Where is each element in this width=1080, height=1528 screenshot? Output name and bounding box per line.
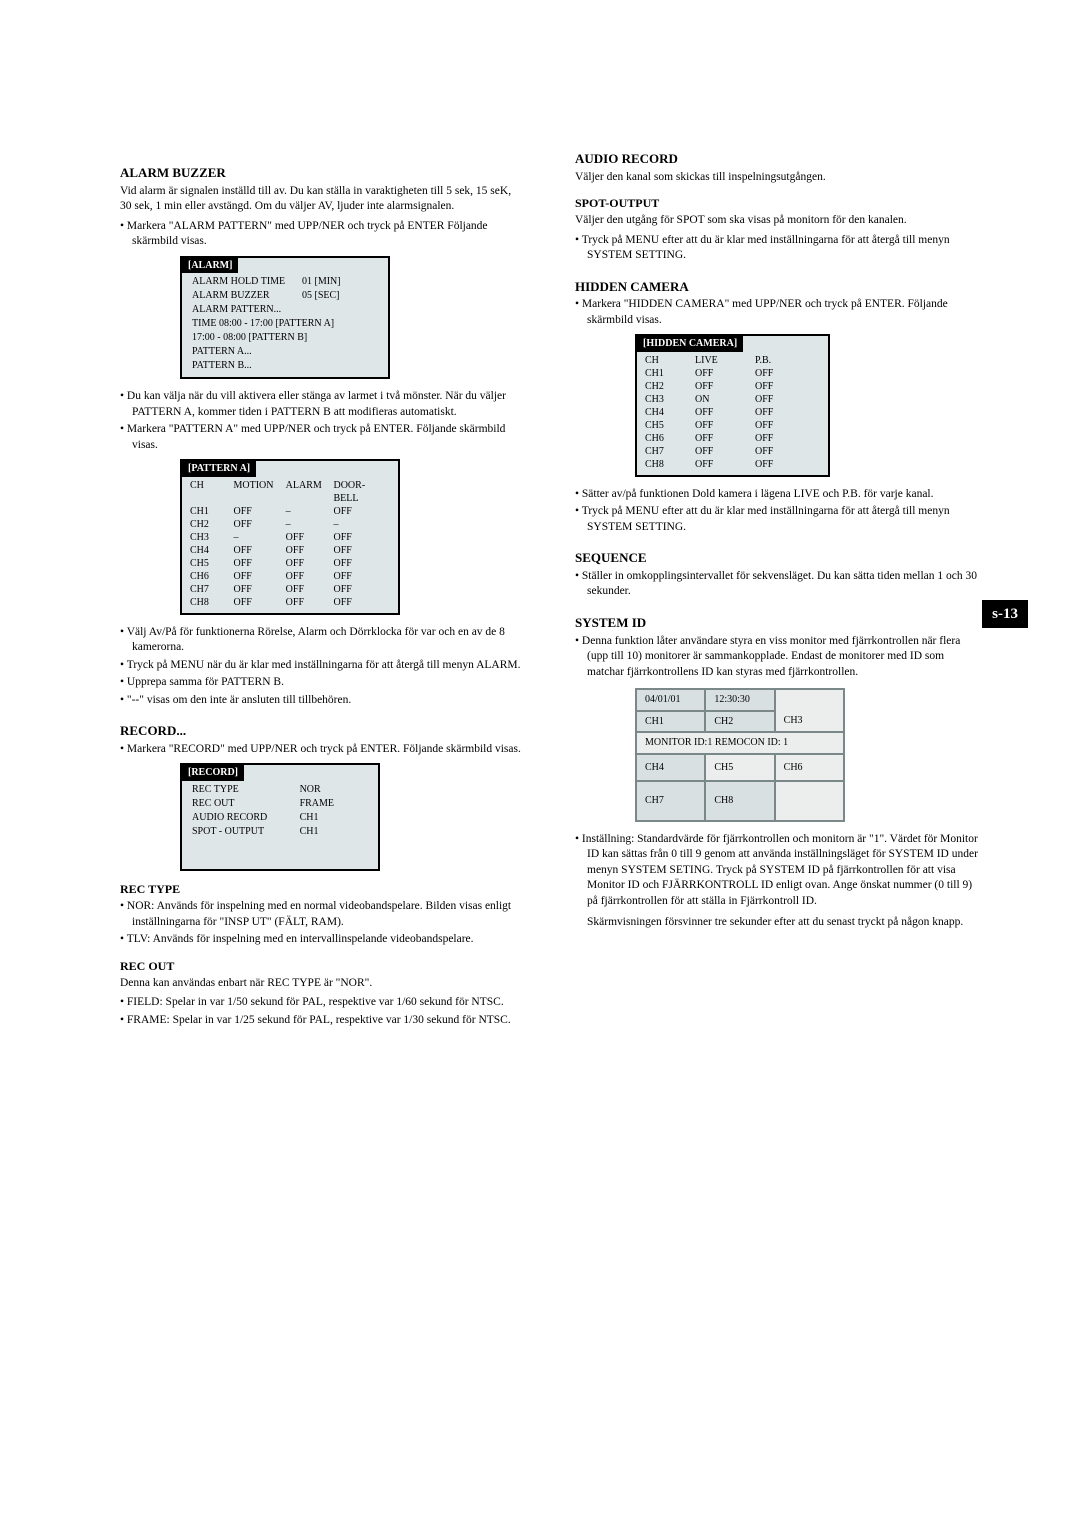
- text: Skärmvisningen försvinner tre sekunder e…: [575, 915, 980, 931]
- alarm-box: [ALARM] ALARM HOLD TIME01 [MIN] ALARM BU…: [180, 256, 390, 380]
- text: Vid alarm är signalen inställd till av. …: [120, 184, 525, 215]
- heading-alarm-buzzer: ALARM BUZZER: [120, 164, 525, 182]
- text: Väljer den kanal som skickas till inspel…: [575, 170, 980, 186]
- heading-sequence: SEQUENCE: [575, 549, 980, 567]
- heading-system: SYSTEM ID: [575, 614, 980, 632]
- bullet: Välj Av/På för funktionerna Rörelse, Ala…: [120, 625, 525, 656]
- bullet: Denna funktion låter användare styra en …: [575, 634, 980, 681]
- pattern-a-box: [PATTERN A] CH MOTION ALARM DOOR-BELL CH…: [180, 459, 400, 615]
- box-title: [ALARM]: [182, 258, 238, 274]
- heading-record: RECORD...: [120, 722, 525, 740]
- heading-spot: SPOT-OUTPUT: [575, 195, 980, 211]
- bullet: FIELD: Spelar in var 1/50 sekund för PAL…: [120, 995, 525, 1011]
- bullet: "--" visas om den inte är ansluten till …: [120, 693, 525, 709]
- bullet: NOR: Används för inspelning med en norma…: [120, 899, 525, 930]
- monitor-grid: 04/01/01 12:30:30 CH1 CH2 CH3 MONITOR ID…: [635, 688, 845, 822]
- bullet: Tryck på MENU när du är klar med inställ…: [120, 658, 525, 674]
- right-column: AUDIO RECORD Väljer den kanal som skicka…: [575, 150, 980, 1034]
- bullet: Markera "ALARM PATTERN" med UPP/NER och …: [120, 219, 525, 250]
- heading-recout: REC OUT: [120, 958, 525, 974]
- bullet: TLV: Används för inspelning med en inter…: [120, 932, 525, 948]
- left-column: ALARM BUZZER Vid alarm är signalen instä…: [120, 150, 525, 1034]
- bullet: FRAME: Spelar in var 1/25 sekund för PAL…: [120, 1013, 525, 1029]
- bullet: Upprepa samma för PATTERN B.: [120, 675, 525, 691]
- bullet: Du kan välja när du vill aktivera eller …: [120, 389, 525, 420]
- bullet: Markera "HIDDEN CAMERA" med UPP/NER och …: [575, 297, 980, 328]
- heading-rectype: REC TYPE: [120, 881, 525, 897]
- record-box: [RECORD] REC TYPENOR REC OUTFRAME AUDIO …: [180, 763, 380, 871]
- page-number: s-13: [982, 600, 1028, 628]
- bullet: Markera "RECORD" med UPP/NER och tryck p…: [120, 742, 525, 758]
- text: Denna kan användas enbart när REC TYPE ä…: [120, 976, 525, 992]
- bullet: Tryck på MENU efter att du är klar med i…: [575, 504, 980, 535]
- bullet: Inställning: Standardvärde för fjärrkont…: [575, 832, 980, 910]
- bullet: Tryck på MENU efter att du är klar med i…: [575, 233, 980, 264]
- bullet: Markera "PATTERN A" med UPP/NER och tryc…: [120, 422, 525, 453]
- heading-audio: AUDIO RECORD: [575, 150, 980, 168]
- bullet: Sätter av/på funktionen Dold kamera i lä…: [575, 487, 980, 503]
- heading-hidden: HIDDEN CAMERA: [575, 278, 980, 296]
- text: Väljer den utgång för SPOT som ska visas…: [575, 213, 980, 229]
- bullet: Ställer in omkopplingsintervallet för se…: [575, 569, 980, 600]
- hidden-camera-box: [HIDDEN CAMERA] CH LIVE P.B. CH1OFFOFFCH…: [635, 334, 830, 477]
